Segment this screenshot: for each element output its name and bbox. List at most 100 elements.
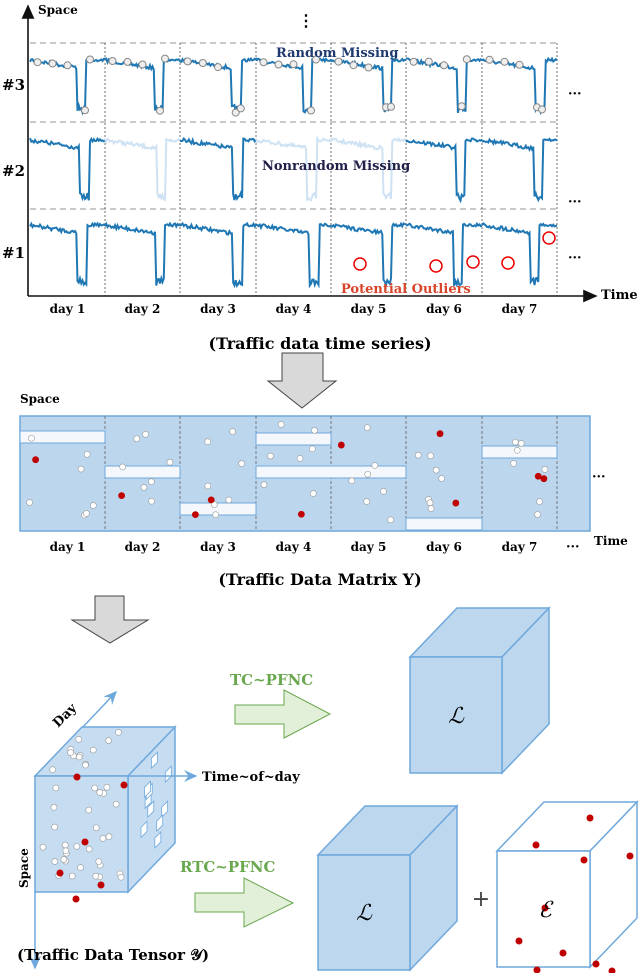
day-label: day 2 [125,540,161,554]
missing-point [334,57,343,66]
missing-point [33,58,42,67]
outlier-entry [532,841,540,849]
missing-entry [119,463,126,471]
series-line [104,221,181,286]
down-arrow-icon [266,352,338,409]
missing-point [409,57,418,66]
missing-point [231,108,240,117]
series-line [481,222,558,286]
outlier-entry [534,472,542,480]
missing-entry [238,460,245,467]
missing-block [19,430,106,444]
matrix-more-days: ··· [566,540,580,555]
rtc-pfnc-label: RTC~PFNC [180,858,276,876]
outlier-entry [586,814,594,822]
matrix-caption: (Traffic Data Matrix Y) [218,570,421,589]
day-label: day 5 [351,540,387,554]
series-line [255,222,332,289]
day-label: day 1 [50,302,86,316]
missing-entry [225,496,233,504]
outlier-entry [56,869,64,877]
space-axis-label: Space [38,3,78,17]
outlier-entry [592,960,600,968]
day-label: day 3 [200,540,236,554]
cube-front [409,656,503,774]
missing-entry [371,462,379,469]
day-label: day 4 [276,540,312,554]
down-arrow-icon [70,595,150,644]
missing-entry [77,864,84,871]
missing-entry [85,845,93,853]
outlier-entry [580,856,588,864]
missing-entry [50,804,58,811]
missing-entry [309,445,316,453]
day-label: day 1 [50,540,86,554]
missing-point [364,63,373,72]
missing-entry [387,516,394,524]
potential-outliers-label: Potential Outliers [341,282,471,297]
tc-pfnc-arrow-icon [234,689,332,739]
missing-entry [142,430,149,438]
missing-entry [148,497,155,505]
missing-entry [105,833,113,840]
outlier-entry [541,904,549,912]
missing-entry [432,466,440,474]
missing-point [123,57,132,66]
missing-entry [536,498,543,505]
outlier-entry [337,441,345,449]
missing-point [307,106,315,115]
cube-front [317,854,411,971]
missing-entry [77,465,85,473]
rtc-pfnc-arrow-icon [194,877,295,928]
missing-block [104,465,181,479]
missing-entry [105,737,112,744]
missing-entry [92,872,100,880]
missing-point [500,57,509,66]
missing-block [255,432,332,446]
row-label-3: #3 [2,76,25,94]
outlier-entry [608,967,616,973]
outlier-entry [32,456,39,464]
outlier-circle [429,259,443,273]
missing-entry [512,438,519,446]
day-label: day 6 [426,302,462,316]
missing-entry [204,438,212,445]
missing-entry [83,451,91,458]
missing-entry [438,475,445,482]
missing-point [485,55,494,64]
missing-entry [39,843,47,851]
missing-entry [82,761,89,769]
outlier-entry [118,492,126,500]
outlier-circle [542,231,556,245]
missing-fiber [150,751,158,770]
missing-fiber [156,814,164,833]
missing-point [457,102,466,111]
missing-entry [68,872,76,880]
missing-entry [51,823,58,831]
missing-entry [99,835,107,842]
missing-entry [60,856,68,863]
space-axis-label: Space [17,848,31,888]
missing-entry [363,424,371,431]
missing-entry [267,452,274,460]
matrix-more-ellipsis: ··· [592,470,606,485]
missing-point [63,61,72,70]
series-line [180,136,257,202]
missing-entry [260,481,268,488]
missing-point [538,105,546,114]
missing-point [214,63,222,72]
series-line [405,137,483,204]
missing-point [48,59,57,68]
missing-entry [26,499,33,506]
more-cols-ellipsis: ··· [568,87,582,102]
outlier-circle [466,255,480,269]
missing-point [86,55,94,64]
day-label: day 3 [200,302,236,316]
missing-entry [95,858,103,865]
missing-entry [96,789,104,796]
missing-entry [296,455,304,462]
missing-point [462,55,471,64]
outlier-entry [207,496,215,504]
random-missing-label: Random Missing [276,46,398,61]
series-line [481,137,558,203]
